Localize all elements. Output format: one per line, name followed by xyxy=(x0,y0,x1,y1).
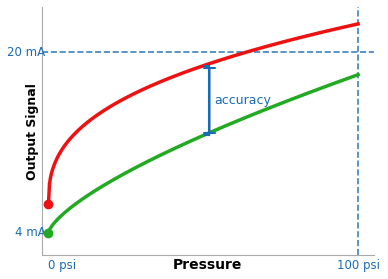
Text: accuracy: accuracy xyxy=(214,94,271,107)
X-axis label: Pressure: Pressure xyxy=(173,258,242,272)
Y-axis label: Output Signal: Output Signal xyxy=(26,83,40,180)
Text: 100 psi: 100 psi xyxy=(337,259,379,272)
Text: 0 psi: 0 psi xyxy=(48,259,76,272)
Text: 20 mA: 20 mA xyxy=(7,45,45,59)
Text: 4 mA: 4 mA xyxy=(15,226,45,239)
